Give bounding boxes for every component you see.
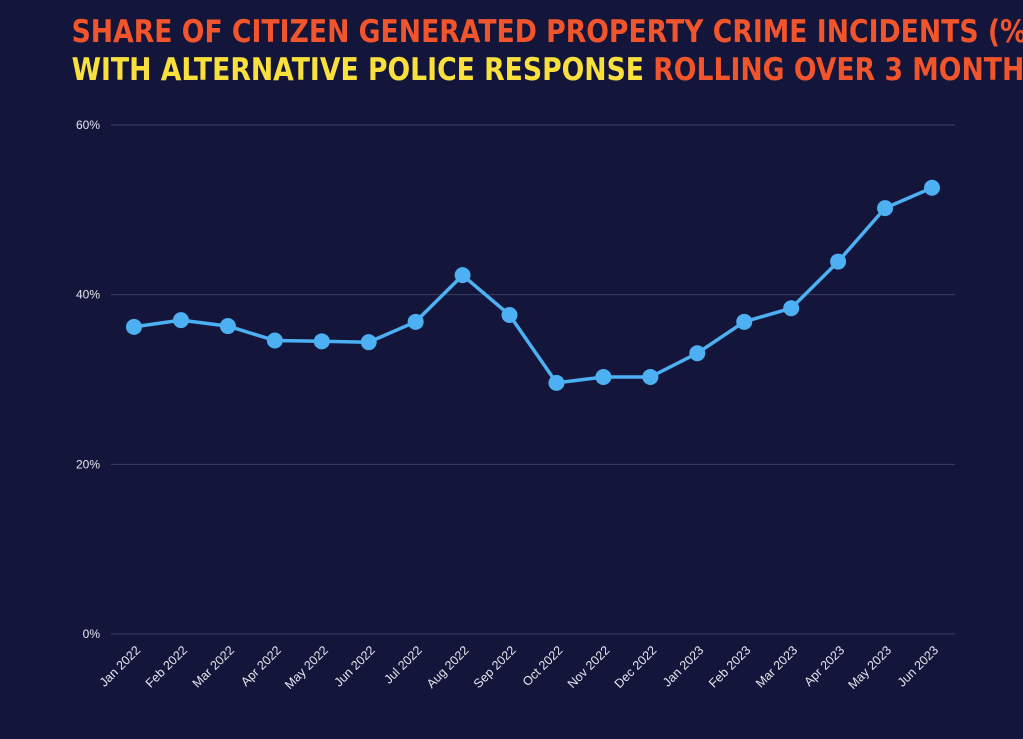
x-tick-label: Aug 2022 [424,643,472,691]
data-point [454,267,471,284]
data-point [736,313,753,330]
chart-title-line-1: SHARE OF CITIZEN GENERATED PROPERTY CRIM… [72,14,1023,50]
x-tick-label: Jul 2022 [381,643,424,686]
data-point [877,200,894,217]
x-tick-label: Mar 2023 [753,643,800,690]
x-tick-label: Mar 2022 [190,643,237,690]
y-tick-label: 0% [83,627,101,641]
x-tick-label: Feb 2023 [706,643,753,690]
x-tick-label: Apr 2023 [801,643,847,689]
series-line [133,186,933,385]
data-point [126,318,142,335]
y-tick-label: 60% [76,118,100,132]
x-tick-label: Sep 2022 [471,643,519,691]
x-tick-label: May 2023 [845,643,894,692]
title-line-2-segment-2: ROLLING OVER 3 MONTHS [653,52,1023,88]
data-point [407,313,424,330]
data-point [313,333,330,350]
data-point [830,253,847,270]
x-tick-label: Jun 2023 [895,643,941,689]
data-point [924,179,940,196]
x-tick-label: Nov 2022 [565,643,613,691]
x-tick-label: Feb 2022 [143,643,190,690]
data-point [219,318,236,335]
data-point [642,368,659,385]
data-point [172,312,189,329]
title-line-2-segment-1: WITH ALTERNATIVE POLICE RESPONSE [71,52,654,88]
title-line-1-segment-1: SHARE OF CITIZEN GENERATED PROPERTY CRIM… [71,14,1023,50]
data-point [689,345,706,362]
data-point [548,374,565,391]
x-tick-label: Dec 2022 [612,643,660,691]
x-tick-label: Oct 2022 [520,643,566,689]
y-tick-label: 40% [76,288,100,302]
data-point [783,300,800,317]
data-point [501,307,518,324]
x-tick-label: Apr 2022 [238,643,284,689]
x-tick-label: Jan 2023 [660,643,706,689]
data-point [266,332,283,349]
x-tick-label: May 2022 [282,643,331,692]
y-tick-label: 20% [76,457,100,471]
chart-title-line-2: WITH ALTERNATIVE POLICE RESPONSE ROLLING… [71,52,1023,88]
x-tick-label: Jan 2022 [97,643,143,689]
x-tick-label: Jun 2022 [332,643,378,689]
data-point [360,334,377,351]
data-point [595,368,612,385]
